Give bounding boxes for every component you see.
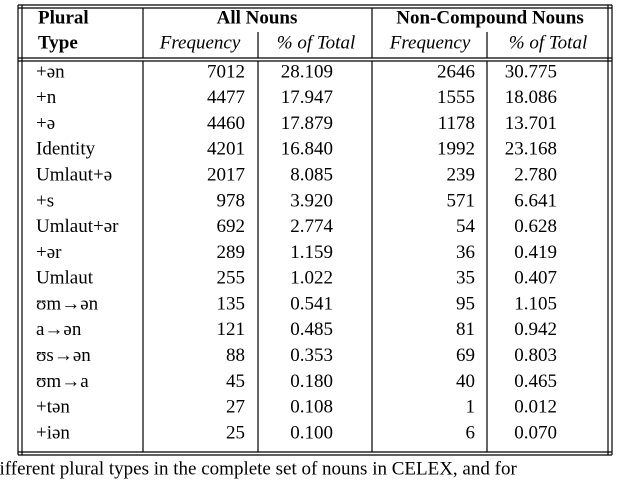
cell: 54 (456, 216, 476, 237)
group-header: All Nouns (217, 7, 298, 28)
row-label: ʊm→a (36, 371, 89, 392)
cell: 25 (226, 422, 245, 443)
cell: 27 (226, 397, 245, 418)
cell: 13.701 (505, 113, 557, 134)
cell: 7012 (207, 61, 245, 82)
cell: 6 (466, 422, 476, 443)
cell: 4201 (207, 139, 245, 160)
row-label: ʊm→ən (36, 293, 99, 314)
cell: 17.947 (281, 87, 333, 108)
cell: 2.774 (290, 216, 333, 237)
subheader: Frequency (159, 32, 241, 53)
cell: 35 (456, 268, 475, 289)
row-label: ʊs→ən (36, 345, 91, 366)
subheader: % of Total (509, 32, 588, 53)
cell: 0.100 (290, 422, 333, 443)
cell: 978 (217, 190, 246, 211)
cell: 239 (447, 165, 476, 186)
cell: 6.641 (514, 190, 557, 211)
cell: 692 (217, 216, 246, 237)
row-label: +ən (36, 61, 65, 82)
cell: 0.541 (290, 293, 333, 314)
cell: 30.775 (505, 61, 557, 82)
cell: 0.070 (514, 422, 557, 443)
cell: 16.840 (281, 139, 333, 160)
cell: 69 (456, 345, 475, 366)
row-label: Identity (36, 139, 96, 160)
cell: 17.879 (281, 113, 333, 134)
cell: 40 (456, 371, 475, 392)
header: Type (38, 32, 78, 53)
cell: 0.353 (290, 345, 333, 366)
cell: 88 (226, 345, 245, 366)
cell: 28.109 (281, 61, 333, 82)
cell: 1178 (438, 113, 475, 134)
group-header: Non-Compound Nouns (396, 7, 583, 28)
cell: 3.920 (290, 190, 333, 211)
cell: 4477 (207, 87, 245, 108)
cell: 0.628 (514, 216, 557, 237)
cell: 0.485 (290, 319, 333, 340)
cell: 0.803 (514, 345, 557, 366)
cell: 0.465 (514, 371, 557, 392)
cell: 1.022 (290, 268, 333, 289)
cell: 45 (226, 371, 245, 392)
cell: 2646 (437, 61, 475, 82)
cell: 289 (217, 242, 246, 263)
cell: 8.085 (290, 165, 333, 186)
row-label: +s (36, 190, 54, 211)
row-label: +iən (36, 422, 70, 443)
cell: 23.168 (505, 139, 557, 160)
row-label: Umlaut (36, 268, 94, 289)
row-label: +ə (36, 113, 55, 134)
cell: 1.159 (290, 242, 333, 263)
cell: 95 (456, 293, 475, 314)
row-label: Umlaut+ə (36, 165, 112, 186)
subheader: % of Total (277, 32, 356, 53)
row-label: +ər (36, 242, 62, 263)
cell: 135 (217, 293, 246, 314)
cell: 0.407 (514, 268, 557, 289)
cell: 2017 (207, 165, 245, 186)
cell: 4460 (207, 113, 245, 134)
row-label: +n (36, 87, 57, 108)
cell: 18.086 (505, 87, 557, 108)
cell: 571 (447, 190, 476, 211)
cell: 81 (456, 319, 475, 340)
cell: 255 (217, 268, 246, 289)
cell: 0.012 (514, 397, 557, 418)
cell: 0.108 (290, 397, 333, 418)
cell: 0.942 (514, 319, 557, 340)
cell: 0.180 (290, 371, 333, 392)
cell: 2.780 (514, 165, 557, 186)
row-label: +tən (36, 397, 70, 418)
subheader: Frequency (389, 32, 471, 53)
rules (17, 4, 613, 456)
cell: 1555 (437, 87, 475, 108)
cell: 0.419 (514, 242, 557, 263)
cell: 1 (466, 397, 476, 418)
caption: different plural types in the complete s… (0, 458, 517, 479)
cell: 1.105 (514, 293, 557, 314)
row-label: a→ən (36, 319, 82, 340)
cell: 121 (217, 319, 246, 340)
cell: 36 (456, 242, 475, 263)
cell: 1992 (437, 139, 475, 160)
header: Plural (38, 7, 89, 28)
row-label: Umlaut+ər (36, 216, 119, 237)
